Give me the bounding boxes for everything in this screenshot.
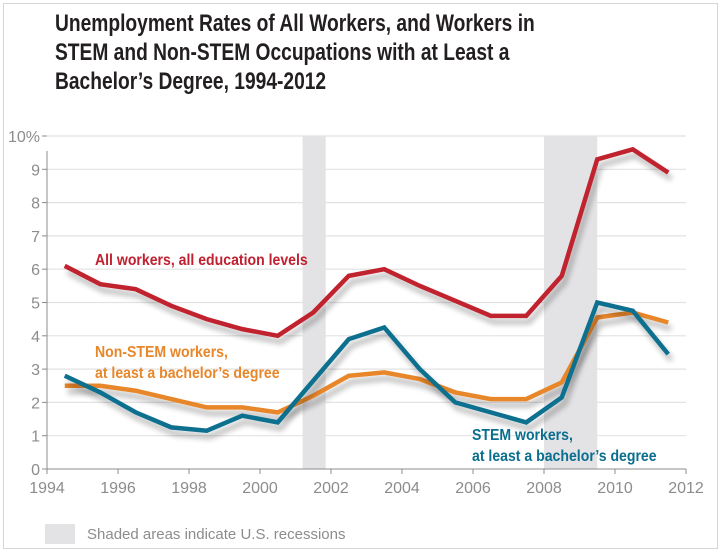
stem-line [63,299,670,433]
non-stem-series-label: at least a bachelor’s degree [95,364,280,382]
chart-title: Unemployment Rates of All Workers, and W… [55,9,723,96]
y-tick-label: 6 [31,262,40,279]
stem-series-label: STEM workers, [472,426,573,444]
y-tick-label: 4 [31,329,40,346]
y-tick-label: 8 [31,196,40,213]
y-tick-label: 3 [31,362,40,379]
non-stem-series-label: Non-STEM workers, [95,343,228,361]
y-tick-label: 9 [31,162,40,179]
x-tick-label: 2012 [668,480,704,497]
y-tick-label: 1 [31,429,40,446]
x-tick-label: 2010 [597,480,633,497]
y-tick-label: 10% [8,129,40,146]
recession-legend-swatch [45,524,75,544]
chart-title-line-2: STEM and Non-STEM Occupations with at Le… [55,39,510,66]
y-tick-label: 2 [31,395,40,412]
stem-series-label: at least a bachelor’s degree [472,447,657,465]
recession-legend-text: Shaded areas indicate U.S. recessions [87,525,346,543]
all-workers-line [63,146,670,339]
y-tick-label: 0 [31,462,40,479]
y-tick-label: 5 [31,296,40,313]
x-tick-label: 2006 [455,480,491,497]
chart-frame [3,3,718,549]
y-tick-label: 7 [31,229,40,246]
x-tick-label: 1994 [29,480,65,497]
x-tick-label: 2008 [526,480,562,497]
recession-legend: Shaded areas indicate U.S. recessions [45,524,345,544]
non-stem-line [64,310,669,415]
x-tick-label: 1996 [100,480,136,497]
x-tick-label: 2004 [384,480,420,497]
chart-title-line-1: Unemployment Rates of All Workers, and W… [55,10,535,37]
x-tick-label: 1998 [171,480,207,497]
x-tick-label: 2000 [242,480,278,497]
chart-title-line-3: Bachelor’s Degree, 1994-2012 [55,68,327,95]
all-workers-series-label: All workers, all education levels [95,251,308,269]
x-tick-label: 2002 [313,480,349,497]
